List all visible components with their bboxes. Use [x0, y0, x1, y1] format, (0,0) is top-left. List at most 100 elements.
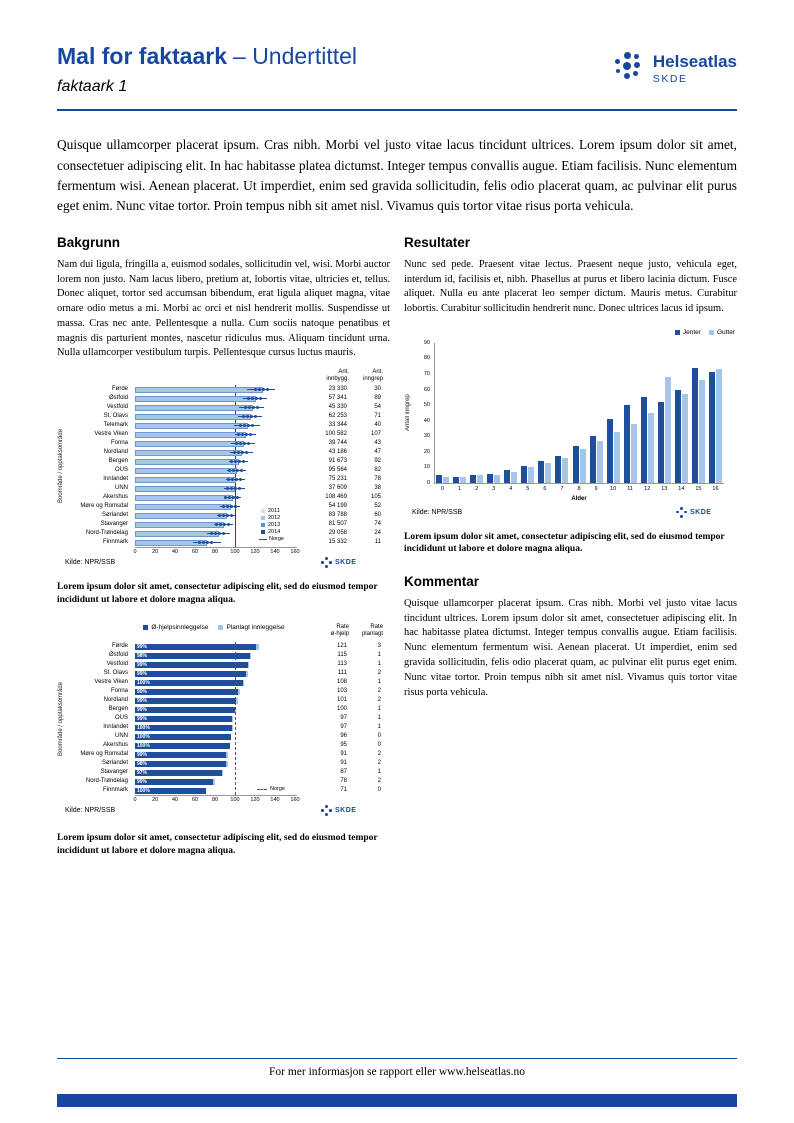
bar-planlagt: [226, 751, 228, 758]
skde-logo-icon: [676, 506, 687, 518]
bar-gutter: [698, 380, 705, 483]
row-label: Innlandet: [103, 476, 128, 483]
x-axis-tick-label: 0: [133, 549, 137, 556]
legend-year-swatch: [261, 509, 265, 514]
chart-inngrep-by-age: Jenter Gutter Antall inngrep 0 10 20 30 40 50 60 7…: [404, 329, 737, 521]
bar-jenter: [504, 470, 511, 483]
bar-planlagt: [232, 724, 233, 731]
y-axis-tick-label: 10: [423, 464, 430, 471]
y-axis-tick-label: 20: [423, 448, 430, 455]
value-rate-planlagt: 0: [377, 733, 381, 740]
legend-swatch: [708, 329, 714, 335]
year-dot: [229, 514, 233, 518]
row-label: UNN: [115, 485, 128, 492]
rate-bar: [135, 521, 224, 528]
value-rate-planlagt: 0: [377, 742, 381, 749]
value-inngrep: 105: [370, 494, 381, 501]
year-dot: [239, 469, 243, 473]
x-axis-tick-label: 100: [230, 797, 240, 804]
bar-jenter: [691, 367, 698, 483]
year-dot: [251, 406, 255, 410]
skde-logo-icon: [321, 557, 332, 569]
year-dot: [209, 541, 213, 545]
legend-year-label: 2013: [268, 522, 281, 529]
bar-gutter: [647, 412, 654, 483]
value-inngrep: 78: [374, 476, 381, 483]
year-dot: [233, 487, 237, 491]
bar-jenter: [470, 475, 477, 483]
year-dot: [233, 505, 237, 509]
bar-pct-label: 97%: [137, 769, 148, 776]
value-rate-planlagt: 1: [377, 661, 381, 668]
value-innbygg: 15 332: [328, 539, 347, 546]
bar-jenter: [640, 397, 647, 483]
legend-label: Planlagt innleggelse: [226, 624, 285, 632]
helseatlas-logo-name: Helseatlas: [652, 52, 737, 72]
legend-swatch: [674, 329, 680, 335]
year-dot: [231, 496, 235, 500]
x-axis-tick-label: 0: [440, 485, 445, 492]
year-dot: [230, 478, 234, 482]
year-dot: [261, 388, 265, 392]
norge-reference-line: [235, 385, 236, 548]
chart-legend: Jenter Gutter: [674, 328, 735, 336]
year-dot: [213, 532, 217, 536]
year-dot: [253, 388, 257, 392]
year-dot: [227, 496, 231, 500]
x-axis-tick-label: 16: [712, 485, 719, 492]
year-dot: [241, 415, 245, 419]
rate-bar: [135, 494, 233, 501]
value-inngrep: 54: [374, 404, 381, 411]
year-dot: [253, 415, 257, 419]
bar-ohjelp: [135, 688, 238, 695]
bar-gutter: [579, 448, 586, 483]
value-innbygg: 39 744: [328, 440, 347, 447]
year-dot: [205, 541, 209, 545]
rate-bar: [135, 467, 237, 474]
year-dot: [231, 469, 235, 473]
x-axis-tick-label: 120: [250, 797, 260, 804]
legend-swatch: [143, 625, 149, 631]
bar-ohjelp: [135, 778, 213, 785]
row-label: Østfold: [108, 395, 128, 402]
skde-logo-label: SKDE: [335, 807, 357, 815]
value-rate-ohjelp: 91: [340, 751, 347, 758]
value-rate-ohjelp: 71: [340, 787, 347, 794]
year-dot: [225, 505, 229, 509]
x-axis-tick-label: 0: [133, 797, 137, 804]
resultater-paragraph: Nunc sed pede. Praesent vitae lectus. Pr…: [404, 258, 737, 315]
value-inngrep: 11: [374, 539, 381, 546]
chart-legend: Ø-hjelpsinnleggelse Planlagt innleggelse: [119, 624, 309, 631]
value-rate-ohjelp: 78: [340, 778, 347, 785]
bar-gutter: [528, 467, 535, 483]
year-dot: [246, 442, 250, 446]
bar-planlagt: [248, 661, 249, 668]
year-dot: [234, 442, 238, 446]
legend-year-swatch: [261, 530, 265, 535]
bar-planlagt: [238, 688, 240, 695]
bar-ohjelp: [135, 724, 232, 731]
skde-logo-dot: [329, 809, 332, 812]
row-label: Stavanger: [100, 769, 128, 776]
chart2-caption: Lorem ipsum dolor sit amet, consectetur …: [57, 833, 378, 856]
bar-jenter: [623, 405, 630, 483]
skde-logo-dot: [321, 809, 324, 812]
helseatlas-logo-sub: SKDE: [652, 72, 688, 85]
legend-label: Jenter: [682, 328, 701, 336]
x-axis-tick-label: 10: [610, 485, 617, 492]
year-dot: [237, 460, 241, 464]
bar-jenter: [606, 419, 613, 483]
row-label: Østfold: [108, 652, 128, 659]
bar-gutter: [545, 462, 552, 483]
legend-year-label: 2014: [268, 529, 281, 536]
x-axis-tick-label: 20: [151, 797, 159, 804]
skde-logo-dot: [325, 557, 328, 561]
year-dot: [248, 433, 252, 437]
x-axis-tick-label: 2: [475, 485, 479, 492]
bar-ohjelp: [135, 661, 248, 668]
chart-source: Kilde: NPR/SSB: [412, 508, 463, 516]
value-rate-ohjelp: 121: [336, 643, 347, 650]
row-label: Stavanger: [100, 521, 128, 528]
bar-pct-label: 99%: [137, 688, 148, 695]
bar-jenter: [487, 473, 494, 483]
